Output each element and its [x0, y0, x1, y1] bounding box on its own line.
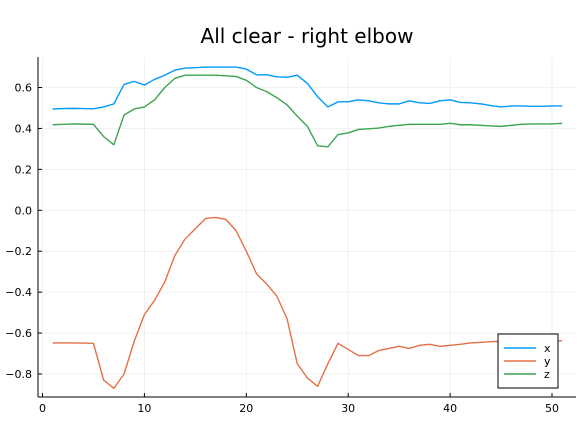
axis-layer: 0 10 20 30 40 50 0.6 0.4 0.2 0.0 −0.2 −0.4 −0.6 −0.8 — [5, 57, 576, 415]
series-line-z — [52, 74, 563, 148]
grid-layer — [38, 57, 576, 397]
series-line-y — [52, 216, 563, 390]
x-tick-label: 0 — [39, 402, 46, 415]
legend-label-y: y — [544, 355, 551, 368]
legend: xyz — [497, 333, 559, 389]
y-tick-label: −0.6 — [5, 327, 32, 340]
y-tick-label: 0.0 — [15, 204, 33, 217]
y-tick-label: 0.2 — [15, 163, 33, 176]
y-tick-label: −0.2 — [5, 245, 32, 258]
x-tick-label: 30 — [341, 402, 355, 415]
y-tick-label: −0.4 — [5, 286, 32, 299]
y-tick-label: 0.6 — [15, 82, 33, 95]
y-tick-label: 0.4 — [15, 122, 33, 135]
chart-title: All clear - right elbow — [201, 24, 414, 48]
y-tick-label: −0.8 — [5, 368, 32, 381]
x-tick-label: 20 — [239, 402, 253, 415]
x-tick-label: 40 — [443, 402, 457, 415]
x-tick-label: 50 — [545, 402, 559, 415]
series-layer — [52, 66, 563, 390]
series-line-x — [52, 66, 563, 110]
legend-label-z: z — [544, 368, 550, 381]
legend-label-x: x — [544, 342, 551, 355]
x-tick-label: 10 — [137, 402, 151, 415]
